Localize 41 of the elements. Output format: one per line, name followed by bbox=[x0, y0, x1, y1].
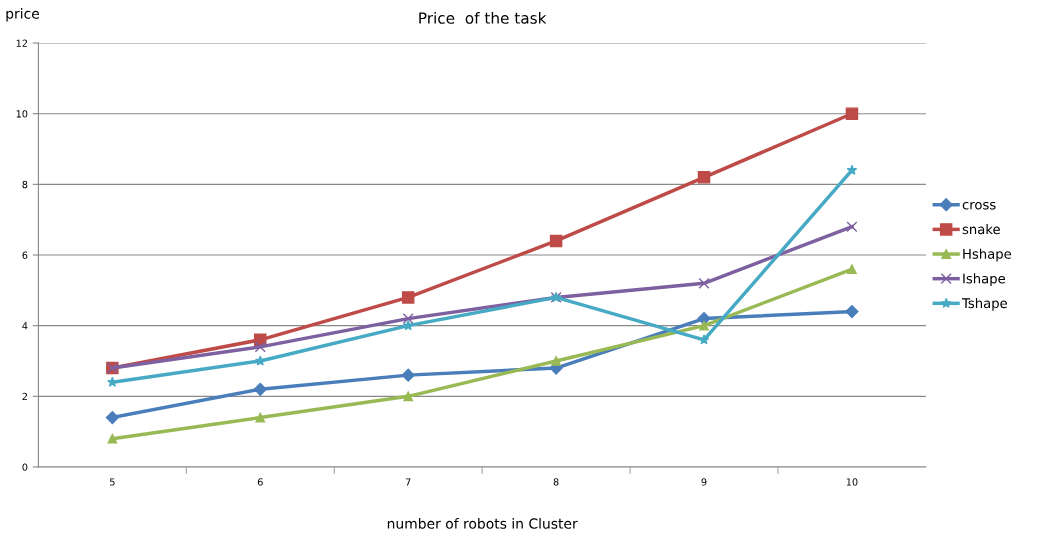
point bbox=[402, 313, 414, 325]
y-tick-label: 8 bbox=[22, 180, 28, 189]
point bbox=[255, 412, 266, 423]
x-tick-label: 5 bbox=[110, 478, 115, 486]
x-tick-label: 8 bbox=[553, 478, 559, 486]
x-tick-label: 6 bbox=[257, 478, 263, 486]
point bbox=[846, 164, 858, 175]
point bbox=[549, 234, 563, 248]
point bbox=[105, 410, 119, 425]
legend-label: Tshape bbox=[961, 297, 1007, 311]
point bbox=[551, 356, 561, 366]
point bbox=[253, 382, 267, 396]
legend-label: Hshape bbox=[963, 248, 1012, 262]
point bbox=[846, 221, 858, 233]
legend-label: Ishape bbox=[963, 273, 1005, 287]
point bbox=[847, 264, 857, 275]
y-tick-label: 4 bbox=[22, 322, 28, 330]
x-tick-label: 10 bbox=[846, 478, 858, 486]
point bbox=[254, 341, 266, 353]
point bbox=[697, 171, 711, 184]
y-tick-label: 6 bbox=[22, 251, 28, 259]
point bbox=[698, 277, 710, 289]
x-tick-label: 9 bbox=[701, 478, 707, 486]
x-tick-label: 7 bbox=[405, 478, 411, 486]
point bbox=[403, 391, 414, 402]
y-axis-title: price bbox=[6, 8, 40, 22]
point bbox=[107, 433, 118, 444]
legend-label: cross bbox=[962, 201, 996, 210]
legend-label: snake bbox=[962, 223, 1000, 235]
x-axis-title: number of robots in Cluster bbox=[387, 518, 578, 529]
point bbox=[845, 107, 859, 120]
y-tick-label: 10 bbox=[16, 110, 28, 118]
point bbox=[699, 320, 709, 331]
point bbox=[401, 291, 415, 304]
chart-title: Price of the task bbox=[419, 11, 547, 24]
point bbox=[401, 368, 415, 382]
y-tick-label: 12 bbox=[16, 39, 28, 47]
y-tick-label: 0 bbox=[22, 463, 28, 471]
point bbox=[254, 355, 266, 366]
point bbox=[845, 304, 859, 319]
y-tick-label: 2 bbox=[22, 392, 28, 401]
